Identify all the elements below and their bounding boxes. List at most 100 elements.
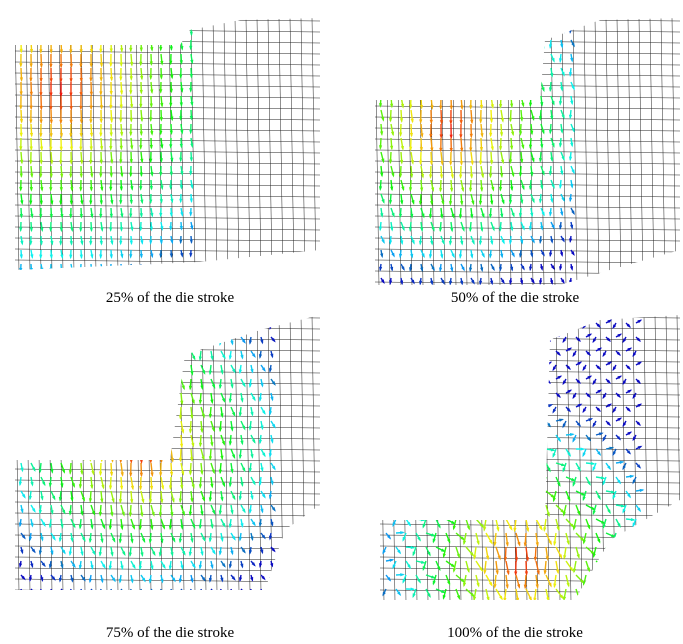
arrow-head (520, 74, 523, 79)
arrow-head (520, 159, 523, 164)
arrow-head (613, 580, 616, 585)
mesh-line (485, 18, 489, 286)
arrow-head (20, 426, 23, 431)
velocity-arrow (453, 435, 456, 441)
mesh-line (15, 502, 320, 505)
arrow-head (430, 105, 433, 110)
velocity-arrow (493, 449, 496, 457)
velocity-arrow (433, 323, 436, 328)
velocity-arrow (503, 463, 506, 472)
arrow-head (477, 408, 481, 412)
velocity-arrow (421, 54, 422, 64)
arrow-head (209, 538, 212, 543)
mesh-line (479, 315, 483, 602)
velocity-arrow (81, 589, 83, 595)
arrow-head (110, 200, 113, 205)
arrow-head (511, 213, 514, 218)
velocity-arrow (20, 435, 21, 443)
arrow-head (513, 483, 516, 488)
arrow-head (472, 380, 476, 385)
velocity-arrow (30, 449, 31, 458)
arrow-head (30, 254, 33, 259)
arrow-head (490, 160, 493, 165)
arrow-head (587, 525, 590, 530)
velocity-arrow (111, 407, 113, 419)
arrow-head (457, 466, 461, 471)
velocity-arrow (433, 407, 436, 412)
velocity-arrow (426, 463, 430, 469)
arrow-head (451, 253, 454, 258)
arrow-head (632, 523, 635, 528)
arrow-head (150, 486, 153, 491)
mesh-line (512, 315, 516, 602)
arrow-head (100, 77, 103, 82)
arrow-head (412, 380, 416, 385)
velocity-arrow (91, 379, 94, 389)
velocity-arrow (413, 337, 416, 342)
arrow-head (122, 386, 125, 391)
arrow-head (232, 369, 236, 374)
arrow-head (179, 32, 182, 37)
arrow-head (401, 266, 405, 271)
velocity-arrow (526, 420, 533, 421)
arrow-head (461, 187, 464, 192)
arrow-head (570, 143, 573, 148)
arrow-head (140, 473, 143, 478)
arrow-head (613, 495, 616, 500)
arrow-head (189, 253, 192, 258)
arrow-head (192, 356, 195, 361)
arrow-head (460, 105, 463, 110)
arrow-head (30, 63, 33, 68)
velocity-arrow (523, 323, 526, 328)
arrow-head (387, 450, 391, 454)
velocity-arrow (61, 337, 65, 343)
arrow-head (537, 390, 542, 394)
arrow-head (19, 63, 22, 68)
velocity-arrow (486, 449, 494, 450)
arrow-head (32, 339, 36, 344)
velocity-arrow (476, 407, 480, 411)
arrow-head (457, 510, 460, 515)
velocity-arrow (416, 365, 420, 369)
arrow-head (130, 34, 133, 39)
velocity-arrow (60, 365, 61, 374)
arrow-head (539, 199, 542, 204)
arrow-head (139, 186, 142, 191)
arrow-head (487, 380, 491, 384)
arrow-head (182, 341, 186, 346)
arrow-head (180, 102, 183, 107)
arrow-head (447, 495, 451, 500)
velocity-arrow (603, 561, 606, 570)
arrow-head (40, 455, 43, 460)
velocity-arrow (101, 393, 104, 404)
arrow-head (130, 186, 133, 191)
velocity-arrow (141, 589, 143, 595)
arrow-head (110, 386, 113, 391)
arrow-head (490, 75, 493, 80)
mesh-line (375, 18, 379, 286)
arrow-head (570, 266, 573, 271)
arrow-head (40, 120, 43, 125)
arrow-head (387, 348, 392, 352)
arrow-head (150, 131, 153, 136)
arrow-head (40, 227, 43, 232)
mesh-line (380, 590, 680, 593)
velocity-arrow (506, 491, 509, 501)
velocity-arrow (476, 365, 480, 369)
arrow-head (409, 227, 412, 232)
arrow-head (120, 565, 123, 570)
arrow-head (50, 241, 53, 246)
arrow-head (380, 45, 383, 50)
arrow-head (400, 118, 403, 123)
arrow-head (132, 525, 135, 530)
velocity-arrow (513, 351, 516, 356)
velocity-arrow (536, 323, 540, 327)
arrow-head (170, 46, 173, 51)
arrow-head (189, 386, 192, 391)
velocity-arrow (501, 40, 502, 49)
mesh-line (15, 370, 320, 373)
arrow-head (50, 120, 53, 125)
simulation-panel (15, 18, 320, 274)
arrow-head (511, 131, 514, 136)
velocity-arrow (81, 421, 82, 432)
